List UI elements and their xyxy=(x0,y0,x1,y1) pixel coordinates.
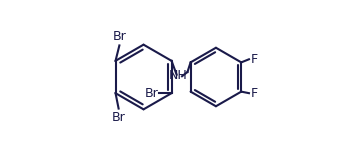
Text: NH: NH xyxy=(169,69,188,82)
Text: Br: Br xyxy=(112,111,126,124)
Text: F: F xyxy=(251,87,258,100)
Text: Br: Br xyxy=(113,30,126,43)
Text: Br: Br xyxy=(145,87,158,100)
Text: F: F xyxy=(251,53,258,66)
